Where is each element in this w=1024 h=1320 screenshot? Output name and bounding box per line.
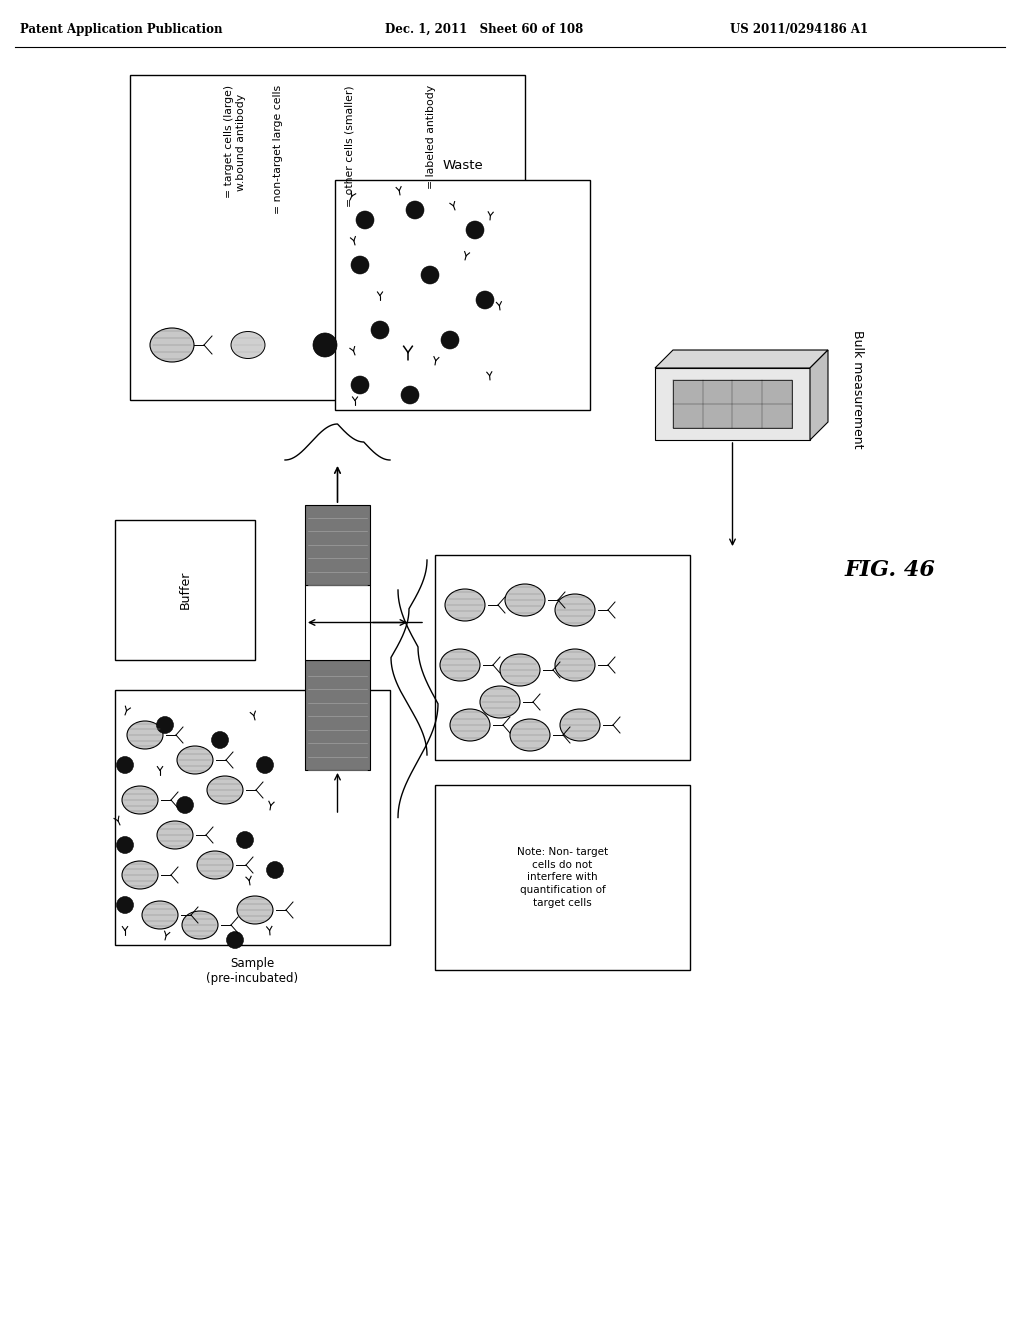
Ellipse shape — [122, 861, 158, 888]
Circle shape — [356, 211, 374, 228]
Bar — [130, 75, 525, 400]
Ellipse shape — [237, 896, 273, 924]
Ellipse shape — [555, 594, 595, 626]
Text: Patent Application Publication: Patent Application Publication — [20, 22, 222, 36]
Text: = target cells (large)
  w.bound antibody: = target cells (large) w.bound antibody — [224, 84, 246, 198]
Ellipse shape — [445, 589, 485, 620]
Ellipse shape — [555, 649, 595, 681]
Circle shape — [351, 256, 369, 275]
Ellipse shape — [182, 911, 218, 939]
Bar — [115, 690, 390, 945]
Circle shape — [371, 321, 389, 339]
Circle shape — [176, 796, 194, 813]
Ellipse shape — [207, 776, 243, 804]
Text: Bulk measurement: Bulk measurement — [852, 330, 864, 449]
Text: Dec. 1, 2011   Sheet 60 of 108: Dec. 1, 2011 Sheet 60 of 108 — [385, 22, 584, 36]
Ellipse shape — [177, 746, 213, 774]
Ellipse shape — [127, 721, 163, 748]
Ellipse shape — [142, 902, 178, 929]
Bar — [305, 585, 370, 660]
Text: Note: Non- target
cells do not
interfere with
quantification of
target cells: Note: Non- target cells do not interfere… — [517, 847, 608, 908]
Bar — [435, 554, 690, 760]
Circle shape — [401, 385, 419, 404]
Circle shape — [237, 832, 254, 849]
Circle shape — [117, 896, 133, 913]
Text: US 2011/0294186 A1: US 2011/0294186 A1 — [730, 22, 868, 36]
Text: = labeled antibody: = labeled antibody — [426, 84, 436, 189]
Circle shape — [406, 201, 424, 219]
Bar — [305, 660, 370, 770]
Ellipse shape — [450, 709, 490, 741]
Text: Sample
(pre-incubated): Sample (pre-incubated) — [207, 957, 299, 985]
Bar — [305, 506, 370, 585]
Text: Waste: Waste — [442, 158, 483, 172]
Polygon shape — [810, 350, 828, 440]
Circle shape — [226, 932, 244, 949]
Ellipse shape — [197, 851, 233, 879]
Ellipse shape — [510, 719, 550, 751]
Circle shape — [313, 333, 337, 356]
Ellipse shape — [500, 653, 540, 686]
Circle shape — [351, 376, 369, 393]
Ellipse shape — [440, 649, 480, 681]
Text: Buffer: Buffer — [178, 570, 191, 610]
Bar — [655, 368, 810, 440]
Circle shape — [117, 837, 133, 854]
Circle shape — [212, 731, 228, 748]
Circle shape — [256, 756, 273, 774]
Text: = non-target large cells: = non-target large cells — [273, 84, 283, 214]
Bar — [335, 180, 590, 411]
Circle shape — [266, 862, 284, 879]
Circle shape — [441, 331, 459, 348]
Circle shape — [466, 220, 484, 239]
Polygon shape — [655, 350, 828, 368]
Ellipse shape — [480, 686, 520, 718]
Bar — [115, 520, 255, 660]
Circle shape — [421, 267, 439, 284]
Ellipse shape — [157, 821, 193, 849]
Ellipse shape — [560, 709, 600, 741]
Ellipse shape — [150, 327, 194, 362]
Circle shape — [476, 290, 494, 309]
Circle shape — [157, 717, 173, 734]
Text: = other cells (smaller): = other cells (smaller) — [345, 84, 355, 207]
Text: FIG. 46: FIG. 46 — [845, 558, 936, 581]
Circle shape — [117, 756, 133, 774]
Bar — [673, 380, 792, 428]
Ellipse shape — [505, 583, 545, 616]
Ellipse shape — [122, 785, 158, 814]
Bar — [435, 785, 690, 970]
Ellipse shape — [231, 331, 265, 359]
